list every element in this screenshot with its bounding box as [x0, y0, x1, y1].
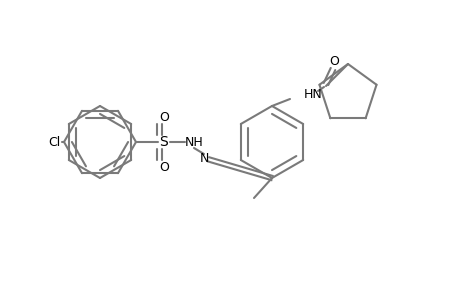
- Text: NH: NH: [184, 136, 203, 148]
- Text: O: O: [159, 110, 168, 124]
- Text: N: N: [199, 152, 208, 164]
- Text: O: O: [159, 160, 168, 173]
- Text: Cl: Cl: [49, 136, 61, 148]
- Text: O: O: [328, 55, 338, 68]
- Text: HN: HN: [303, 88, 322, 100]
- Text: S: S: [159, 135, 168, 149]
